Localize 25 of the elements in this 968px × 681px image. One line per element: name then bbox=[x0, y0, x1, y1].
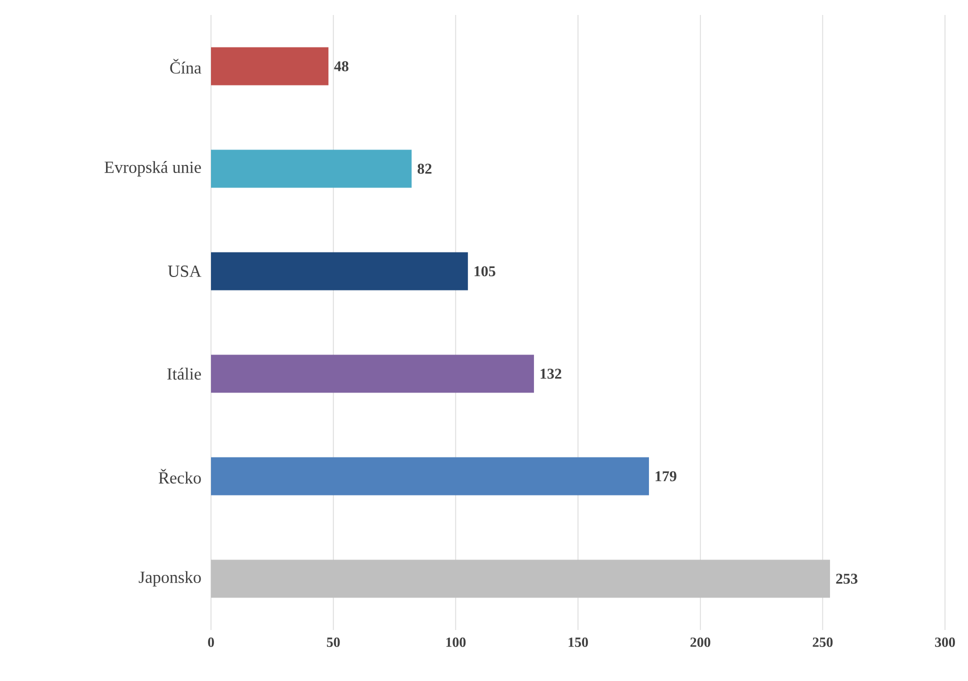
data-label: 253 bbox=[836, 574, 858, 584]
data-label: 82 bbox=[418, 164, 432, 174]
x-tick-label: 300 bbox=[935, 638, 955, 647]
bar bbox=[211, 47, 328, 86]
x-tick-label: 100 bbox=[446, 638, 466, 647]
y-tick-label: Itálie bbox=[167, 368, 201, 380]
y-tick-label: Čína bbox=[170, 58, 202, 74]
data-label: 105 bbox=[474, 266, 496, 276]
x-tick-label: 50 bbox=[326, 638, 340, 647]
bar bbox=[211, 354, 534, 393]
x-tick-label: 150 bbox=[568, 638, 588, 647]
y-tick-label: Evropská unie bbox=[104, 161, 201, 176]
x-tick-label: 250 bbox=[812, 638, 833, 647]
bar bbox=[211, 457, 649, 496]
data-label: 48 bbox=[334, 61, 348, 72]
data-label: 179 bbox=[656, 471, 676, 482]
x-tick-label: 0 bbox=[208, 638, 214, 647]
bar bbox=[211, 560, 830, 598]
y-tick-label: USA bbox=[168, 266, 202, 277]
y-tick-label: Japonsko bbox=[138, 571, 201, 586]
bar bbox=[211, 252, 468, 290]
data-label: 132 bbox=[540, 368, 562, 379]
x-tick-label: 200 bbox=[690, 638, 710, 647]
bar bbox=[211, 150, 412, 188]
y-tick-label: Řecko bbox=[158, 468, 201, 484]
